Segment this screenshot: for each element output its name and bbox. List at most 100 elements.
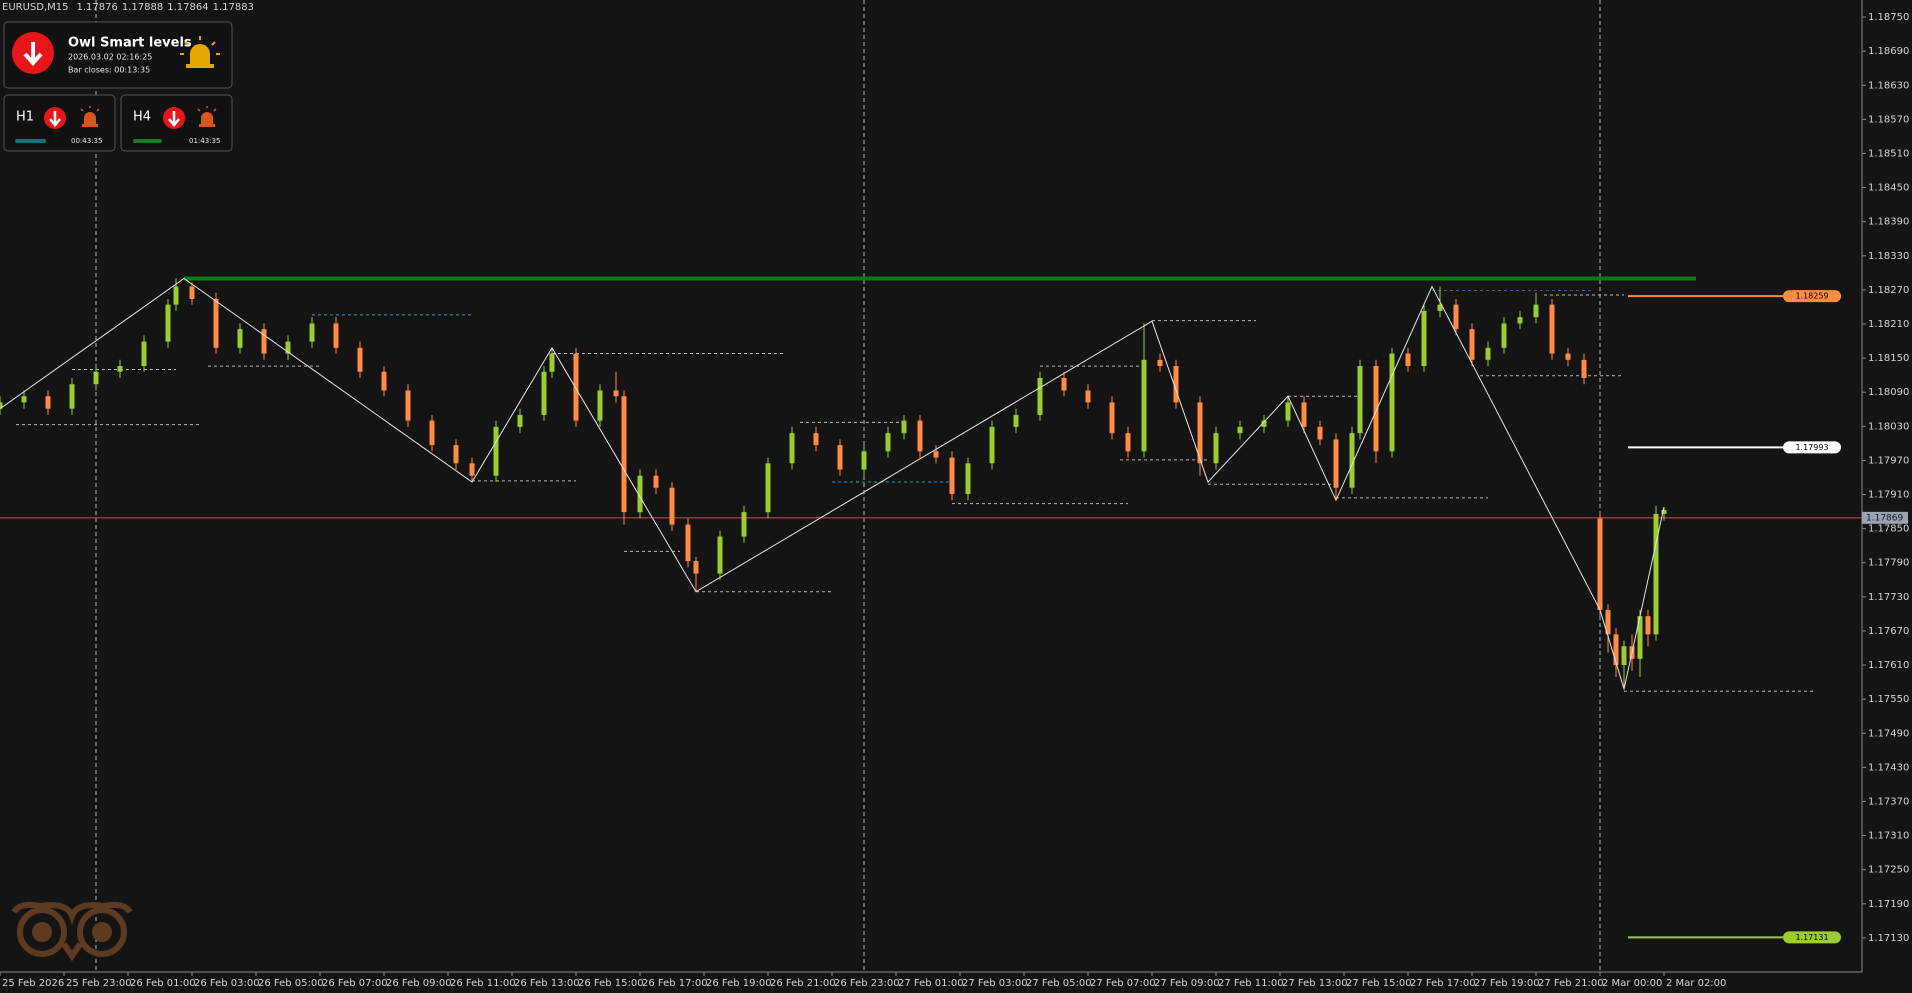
y-tick-label: 1.17370 <box>1868 796 1909 807</box>
candle-body <box>1637 616 1643 659</box>
candle-body <box>1421 310 1427 367</box>
candle-body <box>741 512 747 537</box>
y-tick-label: 1.18210 <box>1868 319 1909 330</box>
candle-body <box>165 304 171 342</box>
x-tick-label: 27 Feb 05:00 <box>1026 978 1092 989</box>
candle-body <box>597 390 603 421</box>
y-tick-label: 1.18150 <box>1868 353 1909 364</box>
candle-body <box>261 329 267 354</box>
h1-timer: 00:43:35 <box>71 137 102 145</box>
candle-body <box>1141 359 1147 452</box>
y-tick-label: 1.17790 <box>1868 558 1909 569</box>
y-tick-label: 1.17130 <box>1868 933 1909 944</box>
x-tick-label: 26 Feb 05:00 <box>258 978 324 989</box>
x-tick-label: 2 Mar 00:00 <box>1602 978 1662 989</box>
candle-body <box>717 536 723 574</box>
y-tick-label: 1.17490 <box>1868 728 1909 739</box>
candle-body <box>1085 390 1091 403</box>
candle-body <box>1501 323 1507 348</box>
candle-body <box>669 487 675 525</box>
panel-time: 2026.03.02 02:16:25 <box>68 53 152 62</box>
y-tick-label: 1.18030 <box>1868 421 1909 432</box>
candle-body <box>1125 433 1131 452</box>
candle-body <box>285 341 291 354</box>
candle-body <box>541 371 547 415</box>
y-tick-label: 1.18690 <box>1868 46 1909 57</box>
x-tick-label: 26 Feb 11:00 <box>450 978 516 989</box>
h4-alarm <box>197 106 217 127</box>
marker-box <box>1783 441 1841 454</box>
candle-body <box>1613 634 1619 666</box>
candle-body <box>1565 353 1571 360</box>
candle-body <box>1597 518 1603 610</box>
y-tick-label: 1.17850 <box>1868 524 1909 535</box>
candle-body <box>789 433 795 464</box>
x-tick-label: 26 Feb 21:00 <box>770 978 836 989</box>
y-tick-label: 1.18270 <box>1868 285 1909 296</box>
marker-label: 1.18259 <box>1795 292 1828 301</box>
candle-body <box>1301 402 1307 427</box>
y-tick-label: 1.18090 <box>1868 387 1909 398</box>
x-tick-label: 27 Feb 01:00 <box>898 978 964 989</box>
candle-body <box>549 353 555 372</box>
candle-body <box>685 524 691 562</box>
plot-area: 1.18259 1.17993 1.17131 <box>0 0 1862 972</box>
y-tick-label: 1.17730 <box>1868 592 1909 603</box>
panel-title: Owl Smart levels <box>68 36 192 51</box>
candle-body <box>1533 304 1539 318</box>
h4-arrow <box>168 111 180 127</box>
header: EURUSD,M15 1.17876 1.17888 1.17864 1.17883 <box>2 2 254 13</box>
x-tick-label: 26 Feb 19:00 <box>706 978 772 989</box>
h1-label: H1 <box>16 110 34 125</box>
y-tick-label: 1.17970 <box>1868 455 1909 466</box>
candle-body <box>1373 366 1379 452</box>
candle-body <box>237 329 243 348</box>
candle-body <box>1157 359 1163 367</box>
x-tick-label: 25 Feb 23:00 <box>66 978 132 989</box>
zigzag-line <box>0 277 1665 691</box>
current-price-label: 1.17869 <box>1866 513 1903 523</box>
y-tick-label: 1.18510 <box>1868 148 1909 159</box>
candle-body <box>765 463 771 513</box>
candle-body <box>1389 353 1395 452</box>
y-tick-label: 1.17550 <box>1868 694 1909 705</box>
x-tick-label: 26 Feb 13:00 <box>514 978 580 989</box>
candle-body <box>1653 513 1659 635</box>
candle-body <box>381 371 387 391</box>
candle-body <box>1453 304 1459 330</box>
candle-body <box>141 341 147 367</box>
candle-body <box>69 384 75 409</box>
x-tick-label: 2 Mar 02:00 <box>1666 978 1726 989</box>
x-tick-label: 26 Feb 23:00 <box>834 978 900 989</box>
candle-body <box>1549 304 1555 354</box>
candle-body <box>613 390 619 397</box>
marker-label: 1.17131 <box>1795 933 1828 942</box>
x-tick-label: 27 Feb 19:00 <box>1474 978 1540 989</box>
candle-body <box>1109 402 1115 434</box>
y-tick-label: 1.17310 <box>1868 831 1909 842</box>
candle-body <box>693 561 699 574</box>
candle-body <box>1405 353 1411 367</box>
x-tick-label: 27 Feb 09:00 <box>1154 978 1220 989</box>
candle-body <box>1285 402 1291 421</box>
candle-body <box>813 433 819 446</box>
candle-body <box>429 420 435 446</box>
candle-body <box>637 475 643 513</box>
x-tick-label: 26 Feb 03:00 <box>194 978 260 989</box>
h4-timer: 01:43:35 <box>189 137 220 145</box>
h4-progress <box>133 139 162 143</box>
candle-body <box>885 433 891 452</box>
candle-body <box>117 366 123 372</box>
x-tick-label: 27 Feb 17:00 <box>1410 978 1476 989</box>
candle-body <box>573 353 579 421</box>
candle-body <box>1237 426 1243 434</box>
h1-arrow <box>49 111 61 127</box>
x-tick-label: 27 Feb 03:00 <box>962 978 1028 989</box>
candle-body <box>405 390 411 421</box>
candle-body <box>189 286 195 299</box>
owl-logo <box>11 901 133 962</box>
arrow-down <box>23 42 43 67</box>
y-tick-label: 1.17910 <box>1868 490 1909 501</box>
candle-body <box>1645 616 1651 635</box>
